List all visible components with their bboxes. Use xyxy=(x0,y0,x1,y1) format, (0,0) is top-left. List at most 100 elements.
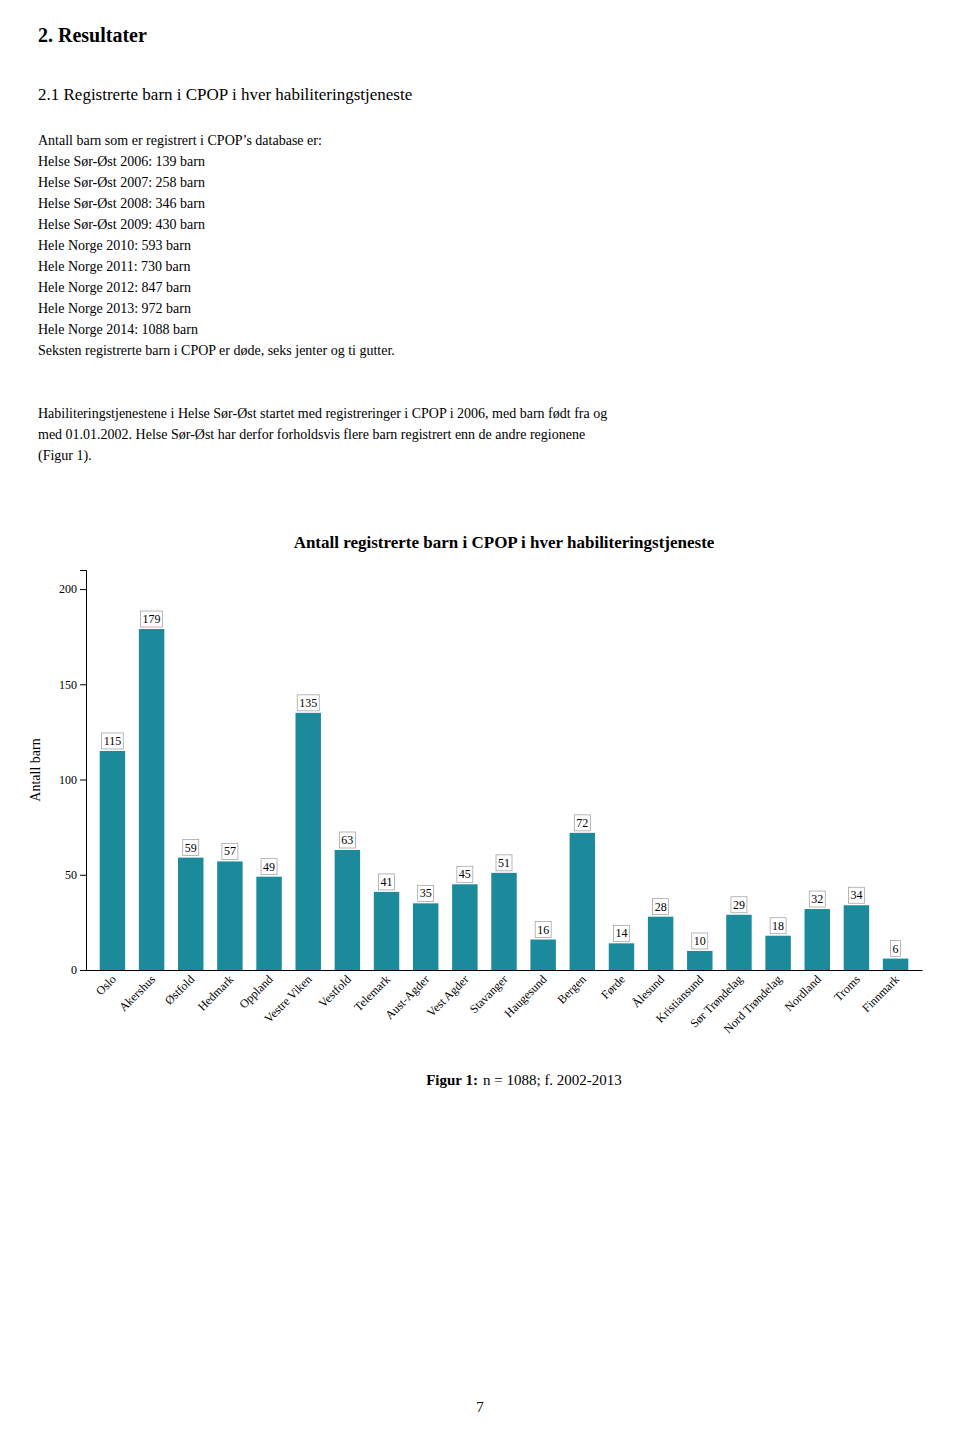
data-label-group: 32 xyxy=(809,891,825,907)
y-tick-mark xyxy=(80,875,86,876)
data-label-box xyxy=(297,695,319,711)
data-label-box xyxy=(261,859,277,875)
x-tick-label: Akershus xyxy=(116,972,158,1014)
body-text: Seksten registrerte barn i CPOP er døde,… xyxy=(38,343,395,358)
y-tick-mark xyxy=(80,970,86,971)
data-label-group: 179 xyxy=(141,611,163,627)
data-label: 14 xyxy=(615,926,627,940)
data-label: 34 xyxy=(850,888,862,902)
data-label: 32 xyxy=(811,892,823,906)
data-label-box xyxy=(809,891,825,907)
x-tick-label: Vestre Viken xyxy=(261,972,314,1025)
data-label-box xyxy=(379,874,395,890)
x-tick: Haugesund xyxy=(502,972,550,1020)
data-label-box xyxy=(457,866,473,882)
data-label: 18 xyxy=(772,919,784,933)
x-tick-label: Oppland xyxy=(236,972,275,1011)
x-tick: Aust-Agder xyxy=(382,972,432,1022)
data-label-box xyxy=(183,840,199,856)
y-tick: 0 xyxy=(71,963,86,977)
body-text: Antall barn som er registrert i CPOP’s d… xyxy=(38,133,322,148)
data-label-box xyxy=(535,922,551,938)
bar xyxy=(256,877,281,970)
y-tick-label: 150 xyxy=(59,678,77,692)
y-tick: 100 xyxy=(59,773,86,787)
heading-2: 2.1 Registrerte barn i CPOP i hver habil… xyxy=(38,85,412,104)
data-label: 10 xyxy=(694,934,706,948)
bar xyxy=(530,940,555,970)
x-tick-label: Hedmark xyxy=(195,972,236,1013)
x-axis-line xyxy=(87,970,923,971)
data-label: 115 xyxy=(104,734,122,748)
data-label-box xyxy=(613,925,629,941)
data-label-group: 51 xyxy=(496,855,512,871)
data-label-box xyxy=(339,832,355,848)
bar xyxy=(883,959,908,970)
bar xyxy=(295,713,320,970)
x-tick-label: Finnmark xyxy=(859,972,902,1015)
bar xyxy=(765,936,790,970)
x-axis: OsloAkershusØstfoldHedmarkOpplandVestre … xyxy=(87,971,923,1037)
data-label-box xyxy=(848,887,864,903)
x-tick: Vestfold xyxy=(316,972,354,1010)
x-tick: Førde xyxy=(598,972,628,1002)
data-label-box xyxy=(496,855,512,871)
heading-1: 2. Resultater xyxy=(38,24,147,46)
bar xyxy=(178,858,203,970)
data-label-box xyxy=(692,933,708,949)
data-label: 28 xyxy=(655,900,667,914)
y-axis: 0 50 100 150 200 xyxy=(59,571,87,978)
body-text: Habiliteringstjenestene i Helse Sør-Øst … xyxy=(38,406,607,421)
data-label-group: 16 xyxy=(535,922,551,938)
data-labels: 1151795957491356341354551167214281029183… xyxy=(102,611,901,957)
data-label: 45 xyxy=(459,867,471,881)
data-label: 59 xyxy=(185,841,197,855)
x-tick-label: Førde xyxy=(598,972,628,1002)
data-label-box xyxy=(102,733,124,749)
y-tick-label: 200 xyxy=(59,582,77,596)
data-label-group: 49 xyxy=(261,859,277,875)
data-label-group: 18 xyxy=(770,918,786,934)
x-tick-label: Haugesund xyxy=(502,972,550,1020)
y-tick-mark xyxy=(80,780,86,781)
bar xyxy=(805,909,830,970)
bar xyxy=(335,850,360,970)
x-tick: Vestre Viken xyxy=(261,972,314,1025)
data-label: 6 xyxy=(893,942,899,956)
data-label: 57 xyxy=(224,844,236,858)
data-label-group: 59 xyxy=(183,840,199,856)
x-tick: Vest Agder xyxy=(424,972,471,1019)
y-tick: 150 xyxy=(59,678,86,692)
y-tick: 200 xyxy=(59,582,86,596)
data-label: 135 xyxy=(299,696,317,710)
data-label-group: 63 xyxy=(339,832,355,848)
bar xyxy=(726,915,751,970)
bar xyxy=(217,861,242,970)
bar xyxy=(100,751,125,970)
x-tick: Nord Trøndelag xyxy=(721,972,785,1036)
page-number: 7 xyxy=(476,1399,484,1415)
y-tick-mark xyxy=(80,684,86,685)
y-tick-label: 50 xyxy=(65,868,77,882)
data-label-box xyxy=(222,843,238,859)
bar xyxy=(374,892,399,970)
x-tick-label: Nord Trøndelag xyxy=(721,972,785,1036)
body-text: Helse Sør-Øst 2006: 139 barn xyxy=(38,154,205,169)
data-label-group: 14 xyxy=(613,925,629,941)
data-label-box xyxy=(653,899,669,915)
data-label-group: 115 xyxy=(102,733,124,749)
data-label: 179 xyxy=(143,612,161,626)
x-tick: Ålesund xyxy=(629,972,667,1010)
x-tick: Østfold xyxy=(162,972,197,1007)
data-label: 29 xyxy=(733,898,745,912)
bar xyxy=(413,903,438,970)
data-label-group: 28 xyxy=(653,899,669,915)
data-label-box xyxy=(141,611,163,627)
body-text: med 01.01.2002. Helse Sør-Øst har derfor… xyxy=(38,427,585,442)
x-tick-label: Aust-Agder xyxy=(382,972,432,1022)
data-label: 41 xyxy=(381,875,393,889)
data-label-box xyxy=(418,885,434,901)
data-label-group: 72 xyxy=(574,815,590,831)
data-label: 51 xyxy=(498,856,510,870)
x-tick: Hedmark xyxy=(195,972,236,1013)
